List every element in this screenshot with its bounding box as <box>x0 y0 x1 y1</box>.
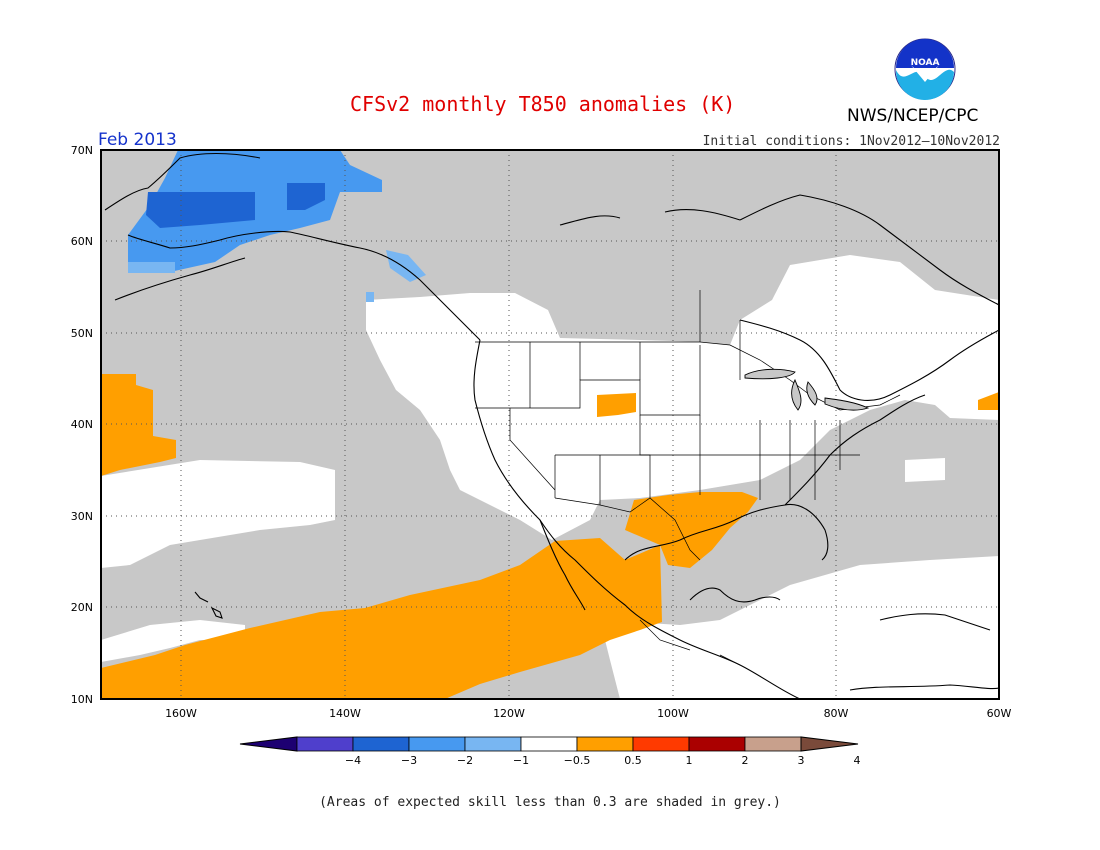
colorbar-swatch <box>744 736 802 752</box>
lat-label-10n: 10N <box>71 693 93 706</box>
map-frame <box>100 149 1000 700</box>
colorbar-swatch <box>576 736 634 752</box>
coastlines <box>104 152 999 699</box>
colorbar-arrow-high <box>800 736 859 752</box>
great-lakes <box>744 368 870 411</box>
colorbar-label: −2 <box>457 754 473 767</box>
colorbar-swatch <box>464 736 522 752</box>
colorbar-swatch <box>352 736 410 752</box>
lat-label-40n: 40N <box>71 418 93 431</box>
colorbar-label: 4 <box>854 754 861 767</box>
latitude-labels: 70N 60N 50N 40N 30N 20N 10N <box>71 144 93 706</box>
lat-label-20n: 20N <box>71 601 93 614</box>
noaa-logo-text: NOAA <box>911 58 940 68</box>
lat-label-50n: 50N <box>71 327 93 340</box>
colorbar-swatch <box>688 736 746 752</box>
colorbar-swatch <box>520 736 578 752</box>
neutral-anomaly-regions <box>101 255 999 699</box>
lon-label-120w: 120W <box>493 707 525 720</box>
lon-label-140w: 140W <box>329 707 361 720</box>
political-borders <box>475 290 901 666</box>
lat-label-60n: 60N <box>71 235 93 248</box>
valid-month-label: Feb 2013 <box>98 130 177 150</box>
positive-anomaly-regions <box>101 374 999 699</box>
initial-conditions-label: Initial conditions: 1Nov2012–10Nov2012 <box>703 134 1000 149</box>
colorbar: −4 −3 −2 −1 −0.5 0.5 1 2 3 4 <box>239 736 861 767</box>
lat-label-70n: 70N <box>71 144 93 157</box>
colorbar-label: −3 <box>401 754 417 767</box>
colorbar-label: −4 <box>345 754 361 767</box>
colorbar-label: −0.5 <box>564 754 591 767</box>
longitude-labels: 160W 140W 120W 100W 80W 60W <box>165 707 1011 720</box>
lon-label-160w: 160W <box>165 707 197 720</box>
colorbar-label: 3 <box>798 754 805 767</box>
colorbar-label: −1 <box>513 754 529 767</box>
noaa-logo: NOAA <box>894 38 956 100</box>
colorbar-label: 2 <box>742 754 749 767</box>
lon-label-60w: 60W <box>987 707 1012 720</box>
figure-title: CFSv2 monthly T850 anomalies (K) <box>350 92 735 116</box>
map-panel <box>101 150 999 699</box>
lon-label-80w: 80W <box>824 707 849 720</box>
skill-footnote: (Areas of expected skill less than 0.3 a… <box>319 795 781 810</box>
lon-label-100w: 100W <box>657 707 689 720</box>
colorbar-swatch <box>632 736 690 752</box>
agency-label: NWS/NCEP/CPC <box>847 106 978 126</box>
colorbar-swatch <box>408 736 466 752</box>
colorbar-swatch <box>296 736 354 752</box>
lat-label-30n: 30N <box>71 510 93 523</box>
colorbar-label: 0.5 <box>624 754 642 767</box>
colorbar-label: 1 <box>686 754 693 767</box>
colorbar-arrow-low <box>239 736 298 752</box>
